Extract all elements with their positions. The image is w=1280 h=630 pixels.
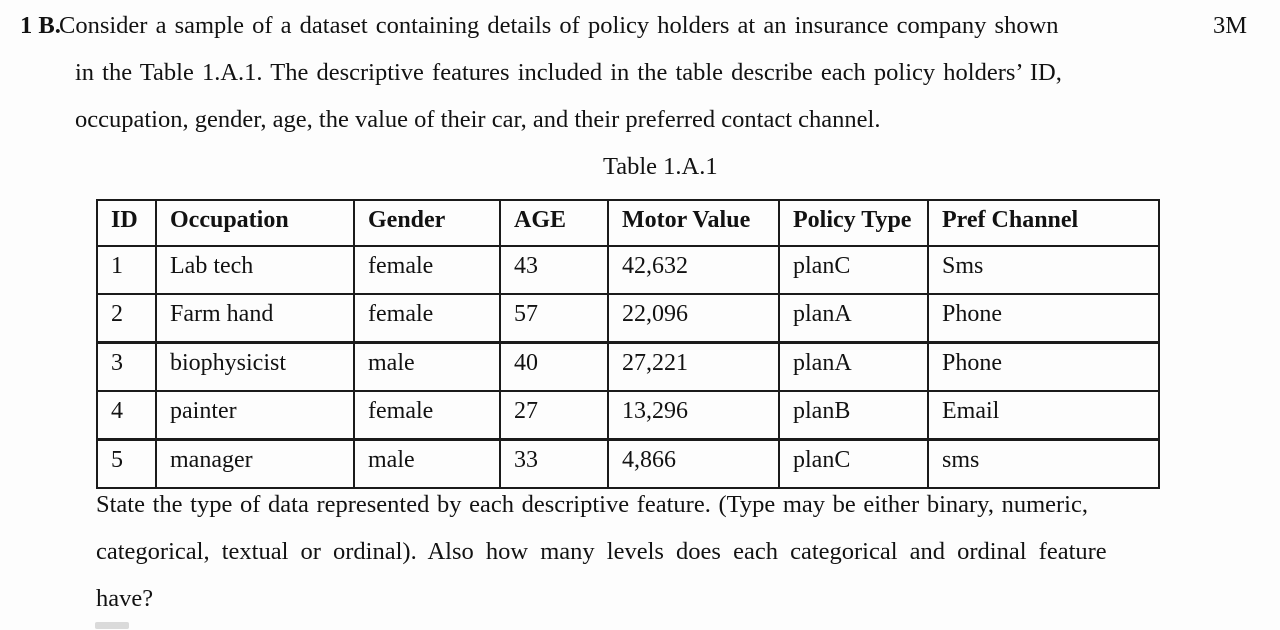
column-header-occupation: Occupation (155, 199, 355, 247)
table-cell: planA (778, 341, 929, 392)
table-cell: 33 (499, 438, 609, 489)
table-cell: 5 (96, 438, 157, 489)
table-cell: painter (155, 390, 355, 441)
table-cell: female (353, 293, 501, 344)
table-row: 1 Lab tech female 43 42,632 planC Sms (96, 245, 1160, 295)
question-number: 1 B. (20, 12, 61, 39)
table-cell: 3 (96, 341, 157, 392)
column-header-motor-value: Motor Value (607, 199, 780, 247)
table-cell: Lab tech (155, 245, 355, 295)
policy-holders-table: ID Occupation Gender AGE Motor Value Pol… (96, 199, 1160, 489)
table-cell: male (353, 438, 501, 489)
column-header-pref-channel: Pref Channel (927, 199, 1160, 247)
scan-artifact (95, 622, 129, 629)
table-cell: planC (778, 438, 929, 489)
table-cell: 40 (499, 341, 609, 392)
column-header-id: ID (96, 199, 157, 247)
table-row: 5 manager male 33 4,866 planC sms (96, 438, 1160, 489)
table-body: 1 Lab tech female 43 42,632 planC Sms 2 Farm han… (96, 245, 1160, 489)
table-cell: planB (778, 390, 929, 441)
table-caption: Table 1.A.1 (603, 153, 718, 180)
table-cell: male (353, 341, 501, 392)
table-cell: 42,632 (607, 245, 780, 295)
table-cell: 27,221 (607, 341, 780, 392)
question-closing-line: State the type of data represented by ea… (96, 491, 1088, 518)
table-cell: 57 (499, 293, 609, 344)
question-intro-line: occupation, gender, age, the value of th… (75, 106, 881, 133)
question-intro-line: in the Table 1.A.1. The descriptive feat… (75, 59, 1062, 86)
question-closing-line: categorical, textual or ordinal). Also h… (96, 538, 1107, 565)
table-cell: 4 (96, 390, 157, 441)
table-cell: planA (778, 293, 929, 344)
table-cell: Email (927, 390, 1160, 441)
table-cell: manager (155, 438, 355, 489)
table-cell: Sms (927, 245, 1160, 295)
table-cell: 1 (96, 245, 157, 295)
table-cell: female (353, 245, 501, 295)
table-cell: 13,296 (607, 390, 780, 441)
table-cell: planC (778, 245, 929, 295)
table-cell: 27 (499, 390, 609, 441)
table-cell: Phone (927, 293, 1160, 344)
marks-label: 3M (1212, 12, 1247, 39)
question-intro-line: Consider a sample of a dataset containin… (59, 12, 1059, 39)
table-cell: female (353, 390, 501, 441)
table-cell: sms (927, 438, 1160, 489)
table-row: 2 Farm hand female 57 22,096 planA Phone (96, 293, 1160, 344)
table-cell: 22,096 (607, 293, 780, 344)
table-cell: Farm hand (155, 293, 355, 344)
table-cell: 4,866 (607, 438, 780, 489)
table-header-row: ID Occupation Gender AGE Motor Value Pol… (96, 199, 1160, 247)
column-header-gender: Gender (353, 199, 501, 247)
table-row: 3 biophysicist male 40 27,221 planA Phone (96, 341, 1160, 392)
table-cell: biophysicist (155, 341, 355, 392)
question-closing-line: have? (96, 585, 154, 612)
table-cell: 2 (96, 293, 157, 344)
column-header-policy-type: Policy Type (778, 199, 929, 247)
column-header-age: AGE (499, 199, 609, 247)
table-row: 4 painter female 27 13,296 planB Email (96, 390, 1160, 441)
table-cell: Phone (927, 341, 1160, 392)
table-cell: 43 (499, 245, 609, 295)
